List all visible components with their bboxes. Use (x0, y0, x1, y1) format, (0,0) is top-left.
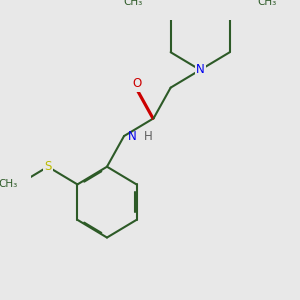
Text: N: N (196, 63, 205, 76)
Text: CH₃: CH₃ (124, 0, 143, 7)
Text: N: N (196, 63, 205, 76)
Text: CH₃: CH₃ (257, 0, 277, 7)
Text: CH₃: CH₃ (0, 179, 17, 189)
Text: O: O (132, 77, 141, 90)
Text: N: N (128, 130, 136, 142)
Text: S: S (44, 160, 52, 173)
Text: H: H (144, 130, 152, 142)
